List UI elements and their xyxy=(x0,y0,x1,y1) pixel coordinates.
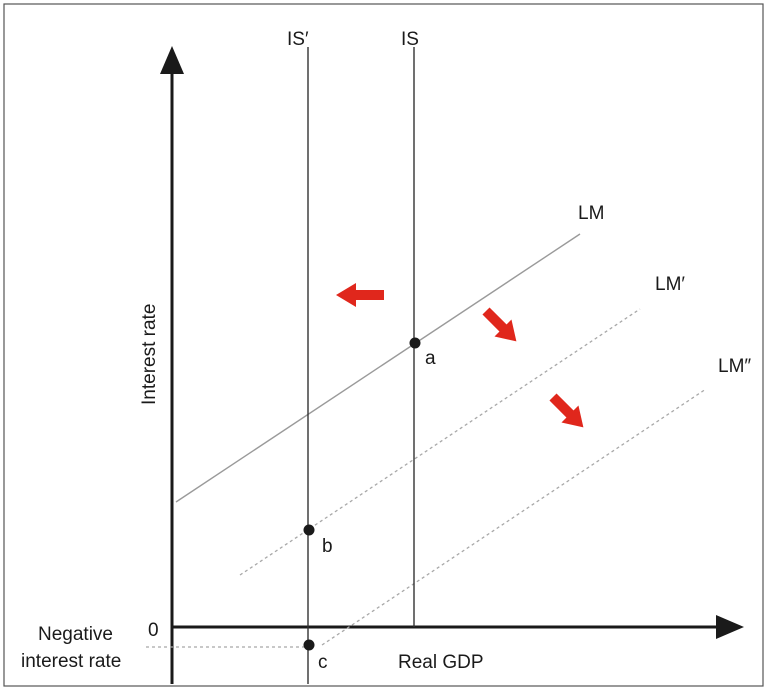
lm-prime-curve-label: LM′ xyxy=(655,274,685,295)
lm-curve-label: LM xyxy=(578,203,604,224)
point-a-marker xyxy=(409,337,421,349)
is-shift-arrow-left xyxy=(336,283,384,307)
point-c-label: c xyxy=(318,652,328,673)
lm-shift-arrow-1 xyxy=(482,307,517,342)
x-axis-label: Real GDP xyxy=(398,652,484,673)
lm-prime-curve xyxy=(239,308,641,576)
lm-curve xyxy=(175,233,581,503)
figure-frame xyxy=(3,3,764,687)
origin-label: 0 xyxy=(148,620,159,641)
is-curve-label: IS xyxy=(401,29,419,50)
x-axis-arrowhead xyxy=(716,615,744,639)
is-prime-curve-label: IS′ xyxy=(287,29,309,50)
negative-rate-label-line2: interest rate xyxy=(21,651,121,672)
lm-shift-arrow-2 xyxy=(549,393,584,428)
lm-double-prime-curve-label: LM″ xyxy=(718,356,751,377)
point-b-label: b xyxy=(322,536,333,557)
lm-double-prime-curve xyxy=(321,388,707,646)
point-c-marker xyxy=(303,639,315,651)
point-a-label: a xyxy=(425,348,436,369)
y-axis-label: Interest rate xyxy=(139,304,160,405)
point-b-marker xyxy=(303,524,315,536)
negative-rate-label-line1: Negative xyxy=(38,624,113,645)
y-axis-arrowhead xyxy=(160,46,184,74)
